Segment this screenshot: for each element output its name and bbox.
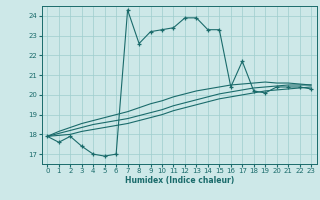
X-axis label: Humidex (Indice chaleur): Humidex (Indice chaleur) — [124, 176, 234, 185]
